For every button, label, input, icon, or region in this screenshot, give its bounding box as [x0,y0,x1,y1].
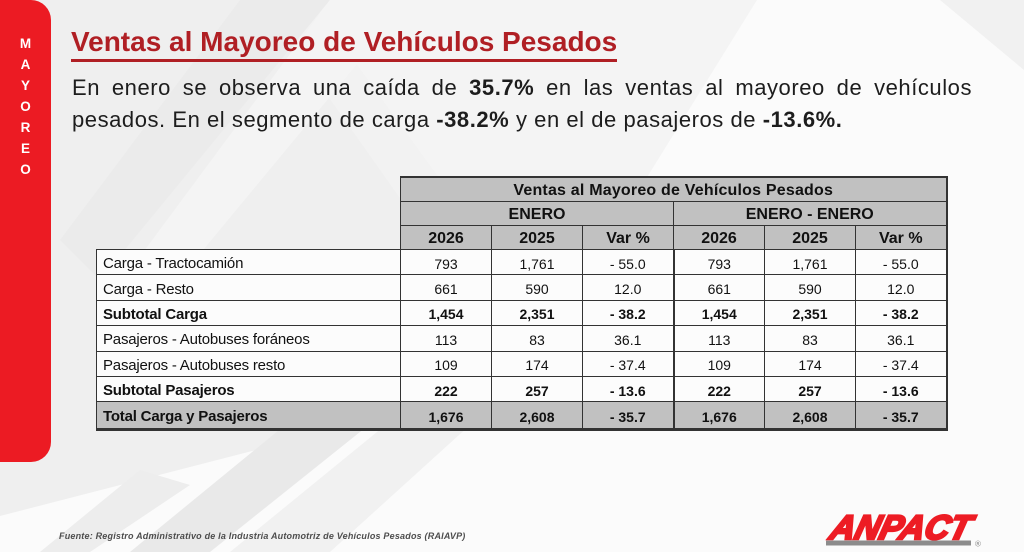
svg-text:®: ® [975,540,981,549]
